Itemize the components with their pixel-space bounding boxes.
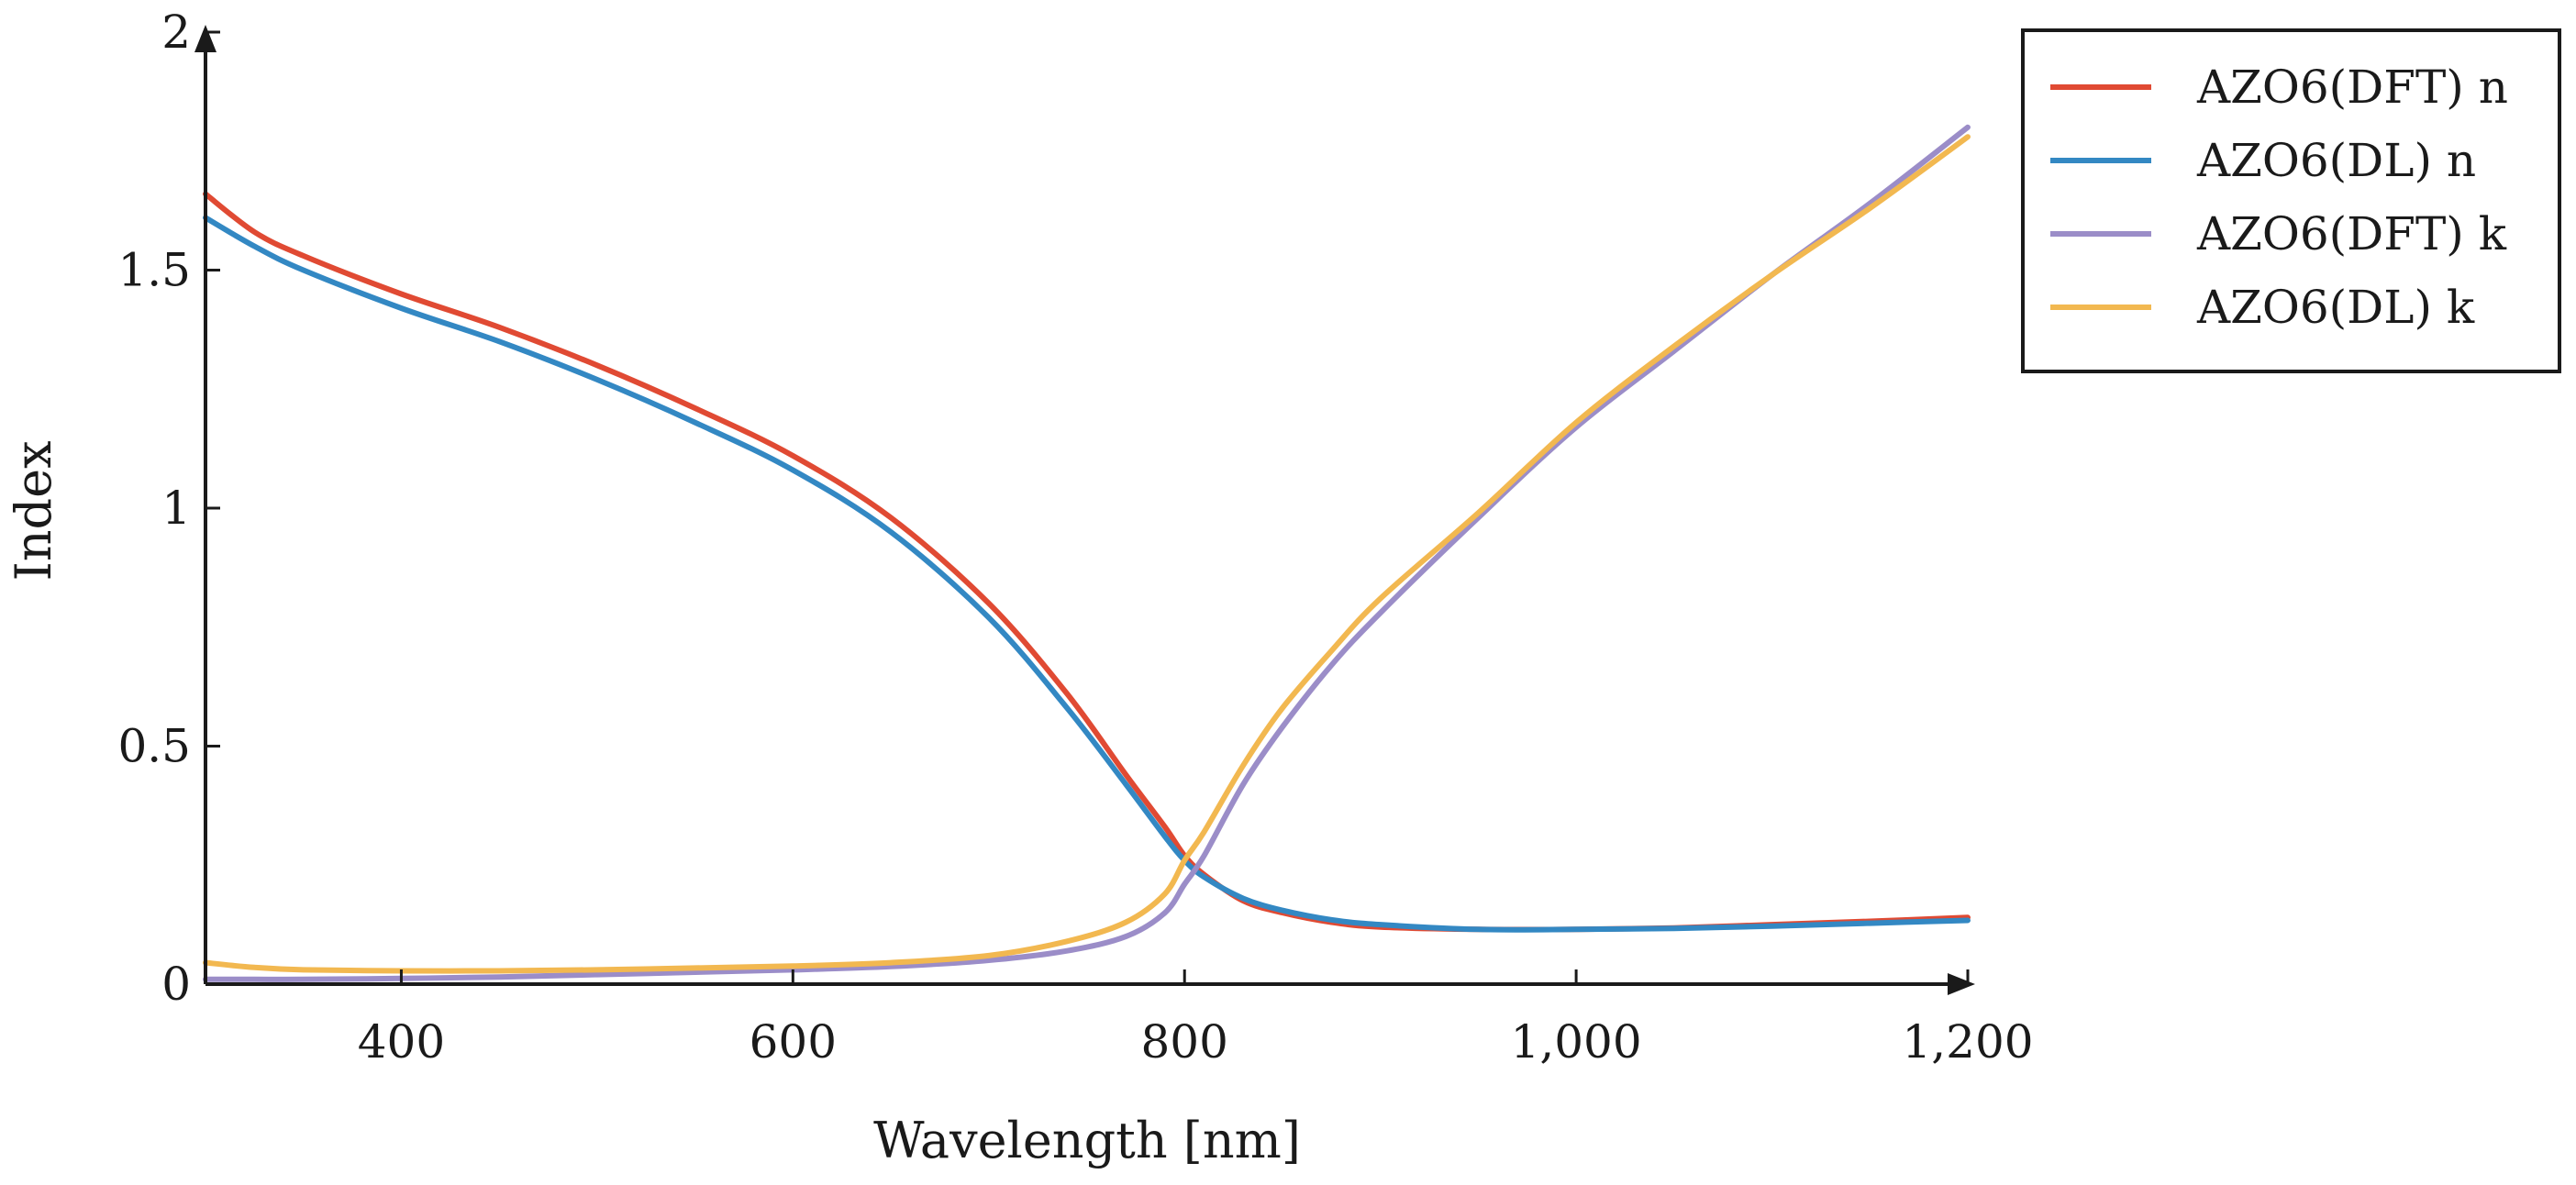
y-tick-label: 1 (161, 482, 191, 535)
ticks: 400 600 800 1,000 1,200 0 0.5 1 1.5 2 (117, 6, 2033, 1069)
axes (194, 25, 1975, 995)
series-line-3 (203, 124, 1971, 982)
y-tick-label: 0 (161, 958, 191, 1011)
y-axis-label: Index (5, 440, 62, 581)
legend-label: AZO6(DFT) n (2196, 61, 2508, 114)
x-tick-label: 1,200 (1902, 1015, 2033, 1069)
x-tick-label: 600 (749, 1015, 837, 1069)
series-line-4 (203, 134, 1971, 974)
legend-label: AZO6(DL) n (2196, 134, 2476, 187)
x-tick-label: 1,000 (1511, 1015, 1642, 1069)
x-tick-label: 400 (358, 1015, 445, 1069)
y-tick-label: 1.5 (117, 244, 191, 297)
x-axis-arrow (1948, 973, 1975, 995)
x-axis-label: Wavelength [nm] (873, 1112, 1301, 1169)
legend-label: AZO6(DFT) k (2196, 207, 2507, 260)
series-line-2 (203, 215, 1971, 933)
y-tick-label: 2 (161, 6, 191, 59)
x-tick-label: 800 (1141, 1015, 1228, 1069)
y-axis-arrow (194, 25, 217, 52)
plot-lines (203, 124, 1971, 982)
legend: AZO6(DFT) n AZO6(DL) n AZO6(DFT) k AZO6(DL)… (2021, 28, 2561, 373)
series-line-1 (203, 191, 1971, 933)
legend-label: AZO6(DL) k (2196, 281, 2475, 334)
y-tick-label: 0.5 (117, 720, 191, 773)
